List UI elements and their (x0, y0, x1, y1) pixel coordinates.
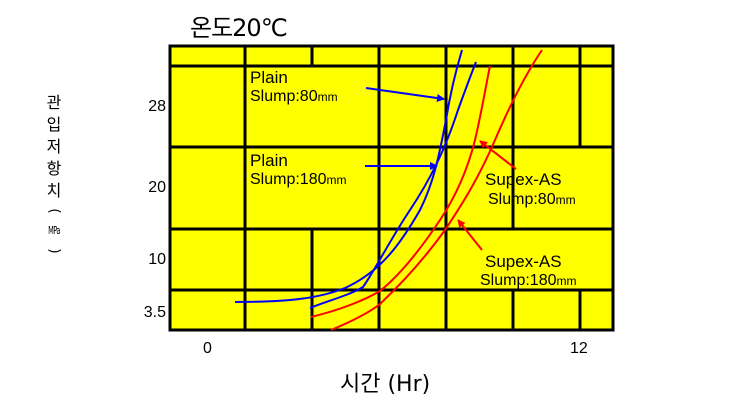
series-plain-180 (309, 61, 477, 309)
annotation-plain-80-slump: Slump:80mm (250, 88, 338, 105)
series-plain-80 (234, 49, 463, 303)
y-tick-10: 10 (148, 251, 166, 268)
y-tick-28: 28 (148, 98, 166, 115)
series-supex-80 (310, 65, 491, 318)
arrow-plain-80 (365, 87, 445, 102)
y-label-char: 입 (46, 115, 62, 134)
annotation-supex-80-name: Supex-AS (485, 170, 562, 189)
annotation-plain-180-name: Plain (250, 151, 288, 170)
chart-title: 온도20℃ (190, 14, 288, 42)
plot-border (168, 44, 615, 332)
series-supex-180 (330, 49, 543, 331)
y-label-char: 항 (46, 159, 62, 178)
y-label-char: 저 (46, 137, 62, 156)
x-tick-12: 12 (570, 340, 588, 357)
y-tick-20: 20 (148, 179, 166, 196)
arrow-supex-80 (479, 140, 517, 170)
x-tick-0: 0 (203, 340, 212, 357)
annotation-supex-80-slump: Slump:80mm (488, 191, 576, 208)
x-axis-label: 시간 (Hr) (340, 372, 431, 397)
y-tick-3.5: 3.5 (143, 304, 166, 321)
y-axis-label: 관 입 저 항 치 ( MPa ) (42, 92, 66, 260)
annotation-plain-80-name: Plain (250, 68, 288, 87)
annotation-supex-180-slump: Slump:180mm (480, 272, 577, 289)
grid-lines (170, 46, 613, 330)
annotation-plain-180-slump: Slump:180mm (250, 171, 347, 188)
y-label-unit: MPa (48, 224, 60, 237)
arrow-supex-180 (457, 219, 483, 251)
y-label-char: 치 (46, 181, 62, 200)
annotation-supex-180-name: Supex-AS (485, 252, 562, 271)
y-label-char: 관 (46, 93, 62, 112)
